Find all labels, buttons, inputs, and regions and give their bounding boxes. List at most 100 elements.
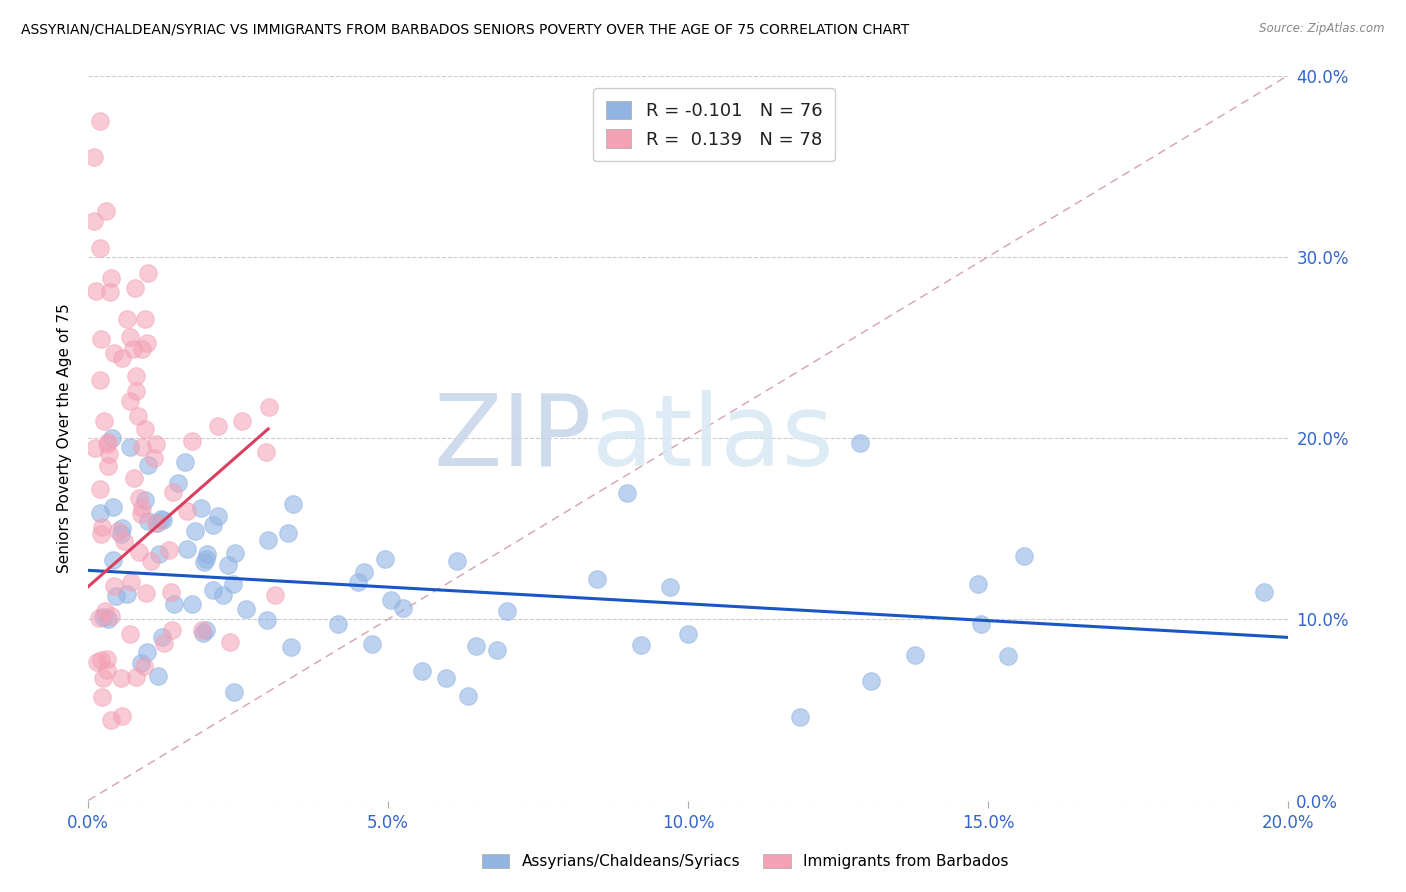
Point: [97, 435, 120, 450]
Point: [89, 483, 111, 497]
Point: [446, 554, 468, 568]
Point: [146, 516, 169, 531]
Point: [120, 393, 142, 408]
Point: [93, 414, 115, 428]
Point: [127, 409, 149, 423]
Point: [110, 527, 132, 541]
Point: [89, 373, 111, 387]
Point: [150, 512, 173, 526]
Point: [485, 643, 508, 657]
Point: [90, 653, 112, 667]
Point: [89, 506, 111, 520]
Point: [176, 503, 198, 517]
Point: [120, 574, 142, 589]
Point: [135, 586, 157, 600]
Point: [346, 575, 368, 590]
Point: [658, 580, 681, 594]
Point: [136, 266, 159, 280]
Point: [89, 611, 111, 625]
Point: [194, 623, 217, 637]
Point: [139, 554, 162, 568]
Point: [98, 285, 121, 300]
Point: [217, 558, 239, 573]
Point: [83, 150, 105, 164]
Point: [96, 652, 118, 666]
Point: [326, 617, 349, 632]
Point: [495, 604, 517, 618]
Point: [374, 552, 396, 566]
Point: [132, 659, 155, 673]
Point: [94, 204, 117, 219]
Point: [86, 655, 108, 669]
Point: [136, 645, 159, 659]
Point: [207, 509, 229, 524]
Point: [586, 572, 609, 586]
Point: [131, 507, 153, 521]
Legend: Assyrians/Chaldeans/Syriacs, Immigrants from Barbados: Assyrians/Chaldeans/Syriacs, Immigrants …: [475, 848, 1015, 875]
Point: [231, 414, 253, 428]
Point: [98, 447, 121, 461]
Point: [125, 669, 148, 683]
Point: [148, 547, 170, 561]
Text: ASSYRIAN/CHALDEAN/SYRIAC VS IMMIGRANTS FROM BARBADOS SENIORS POVERTY OVER THE AG: ASSYRIAN/CHALDEAN/SYRIAC VS IMMIGRANTS F…: [21, 22, 910, 37]
Point: [128, 544, 150, 558]
Point: [380, 592, 402, 607]
Point: [283, 497, 305, 511]
Point: [101, 553, 124, 567]
Point: [860, 674, 883, 689]
Point: [256, 613, 278, 627]
Point: [97, 611, 120, 625]
Text: ZIP: ZIP: [433, 390, 592, 486]
Point: [122, 342, 145, 356]
Point: [91, 671, 114, 685]
Point: [162, 485, 184, 500]
Point: [90, 332, 112, 346]
Point: [849, 435, 872, 450]
Point: [111, 351, 134, 366]
Point: [111, 521, 134, 535]
Point: [84, 284, 107, 298]
Point: [630, 638, 652, 652]
Point: [904, 648, 927, 662]
Point: [201, 517, 224, 532]
Point: [124, 471, 146, 485]
Point: [457, 690, 479, 704]
Point: [181, 434, 204, 449]
Point: [222, 577, 245, 591]
Point: [789, 710, 811, 724]
Point: [218, 635, 240, 649]
Point: [129, 656, 152, 670]
Point: [280, 640, 302, 654]
Point: [967, 577, 990, 591]
Text: atlas: atlas: [592, 390, 834, 486]
Point: [160, 585, 183, 599]
Point: [91, 609, 114, 624]
Point: [1012, 549, 1035, 563]
Point: [101, 500, 124, 515]
Point: [96, 663, 118, 677]
Point: [465, 639, 488, 653]
Point: [392, 601, 415, 615]
Point: [277, 526, 299, 541]
Point: [105, 589, 128, 603]
Point: [134, 312, 156, 326]
Point: [157, 542, 180, 557]
Point: [353, 565, 375, 579]
Point: [162, 623, 184, 637]
Point: [89, 113, 111, 128]
Point: [193, 555, 215, 569]
Point: [111, 709, 134, 723]
Point: [224, 547, 246, 561]
Point: [222, 685, 245, 699]
Point: [969, 616, 991, 631]
Point: [124, 281, 146, 295]
Point: [163, 598, 186, 612]
Point: [145, 437, 167, 451]
Point: [136, 458, 159, 473]
Point: [207, 419, 229, 434]
Point: [131, 440, 153, 454]
Point: [174, 455, 197, 469]
Point: [676, 627, 699, 641]
Point: [94, 604, 117, 618]
Point: [257, 400, 280, 414]
